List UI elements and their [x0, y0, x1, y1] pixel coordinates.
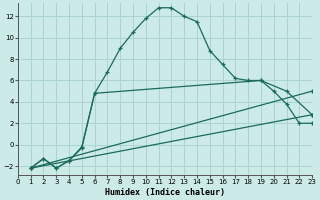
X-axis label: Humidex (Indice chaleur): Humidex (Indice chaleur)	[105, 188, 225, 197]
